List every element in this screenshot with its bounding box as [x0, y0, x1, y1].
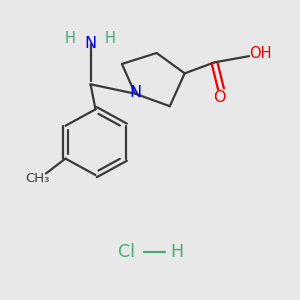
- Text: H: H: [64, 32, 76, 46]
- Text: O: O: [213, 90, 226, 105]
- Text: CH₃: CH₃: [26, 172, 50, 185]
- Text: N: N: [85, 35, 97, 50]
- Text: H: H: [170, 243, 183, 261]
- Text: N: N: [130, 85, 142, 100]
- Text: OH: OH: [249, 46, 272, 61]
- Text: Cl: Cl: [118, 243, 135, 261]
- Text: H: H: [104, 32, 115, 46]
